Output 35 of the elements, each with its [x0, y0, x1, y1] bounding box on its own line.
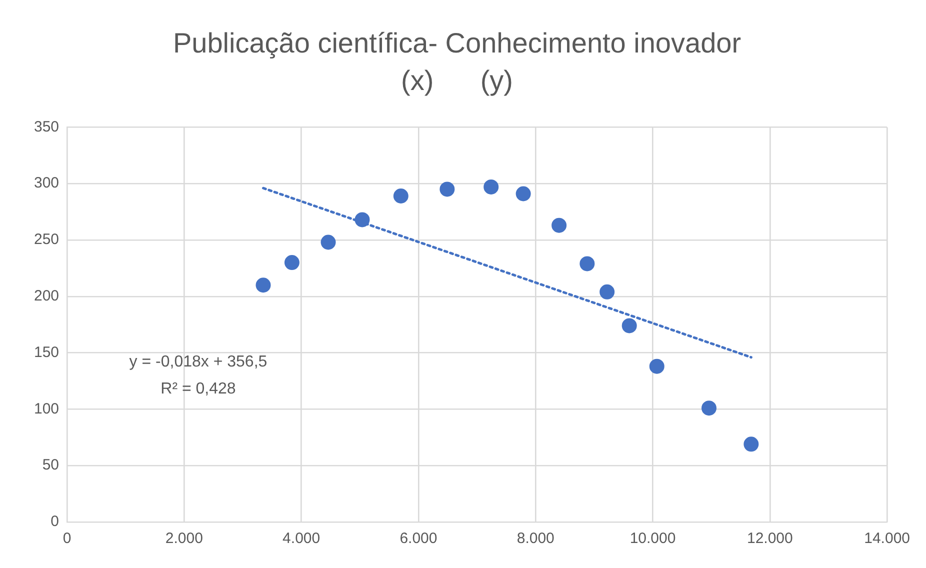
y-tick-label: 150	[34, 344, 60, 361]
x-tick-label: 4.000	[282, 530, 320, 548]
y-tick-label: 200	[34, 288, 60, 305]
y-tick-label: 100	[34, 400, 60, 418]
point	[354, 212, 370, 228]
y-tick-label: 50	[42, 456, 60, 474]
x-tick-label: 8.000	[516, 530, 554, 548]
x-tick-label: 0	[62, 530, 72, 548]
x-tick-label: 2.000	[165, 530, 203, 548]
point	[393, 188, 408, 204]
annotation: R² = 0,428	[160, 380, 236, 398]
point	[440, 182, 455, 197]
point	[516, 186, 531, 202]
y-tick-label: 0	[50, 513, 60, 530]
point	[600, 284, 615, 300]
x-tick-label: 14.000	[864, 530, 910, 548]
y-tick-label: 300	[34, 174, 60, 192]
annotation: y = -0,018x + 356,5	[129, 354, 268, 371]
point	[284, 255, 300, 270]
point	[580, 256, 595, 272]
point	[552, 218, 567, 233]
x-tick-label: 6.000	[400, 530, 438, 548]
point	[484, 179, 499, 194]
point	[701, 400, 716, 416]
point	[649, 358, 664, 374]
chart-title: Publicação científica- Conhecimento inovador	[172, 28, 742, 59]
point	[622, 318, 637, 334]
x-tick-label: 10.000	[630, 530, 676, 548]
chart-subtitle: (x) (y)	[401, 65, 513, 96]
point	[744, 436, 759, 452]
point	[320, 234, 336, 250]
y-tick-label: 350	[34, 118, 60, 136]
y-tick-label: 250	[34, 231, 60, 248]
point	[256, 278, 271, 293]
x-tick-label: 12.000	[746, 530, 793, 548]
